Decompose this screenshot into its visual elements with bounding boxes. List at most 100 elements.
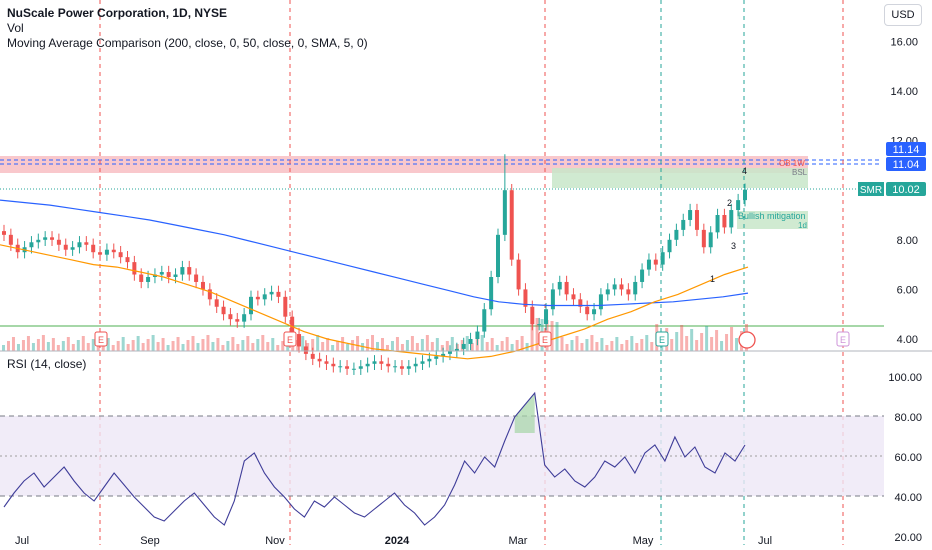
volume-bar	[181, 344, 185, 351]
volume-bar	[151, 335, 155, 351]
rsi-axis-label: 80.00	[894, 412, 922, 424]
volume-bar	[106, 338, 110, 351]
candle-body	[214, 299, 219, 307]
volume-bar	[341, 337, 345, 351]
rsi-axis-label: 60.00	[894, 452, 922, 464]
volume-bar	[2, 345, 5, 351]
volume-bar	[276, 345, 280, 351]
candle-body	[441, 353, 446, 357]
candle-body	[200, 281, 205, 290]
volume-bar	[211, 342, 215, 351]
candle-body	[653, 259, 658, 265]
wave-label-2: 2	[727, 198, 732, 208]
candle-body	[98, 252, 103, 255]
candle-body	[447, 351, 452, 354]
volume-bar	[31, 343, 35, 351]
volume-bar	[425, 335, 429, 351]
candle-body	[667, 239, 672, 253]
volume-bar	[316, 335, 320, 351]
candle-body	[166, 272, 171, 277]
candle-body	[249, 296, 253, 315]
volume-bar	[440, 345, 444, 351]
volume-bar	[380, 338, 384, 351]
x-axis-label: Mar	[509, 535, 528, 547]
candle-body	[8, 234, 13, 245]
ma200-line	[0, 199, 749, 307]
candle-body	[207, 289, 212, 300]
candle-body	[708, 232, 713, 248]
volume-bar	[410, 336, 414, 351]
volume-bar	[301, 336, 305, 351]
volume-bar	[351, 340, 355, 351]
price-tag	[886, 182, 926, 196]
volume-bar	[41, 335, 45, 351]
candle-body	[180, 267, 185, 275]
candle-body	[420, 361, 425, 364]
x-axis-label: Sep	[140, 535, 160, 547]
price-axis-label: 8.00	[897, 235, 918, 247]
candle-body	[70, 247, 75, 250]
candle-body	[29, 242, 34, 248]
volume-bar	[126, 344, 130, 351]
volume-bar	[116, 341, 120, 351]
volume-bar	[36, 339, 40, 351]
wave-label-1: 1	[710, 274, 715, 284]
earnings-marker-label: E	[840, 335, 846, 345]
volume-bar	[470, 343, 474, 351]
volume-bar	[76, 340, 80, 351]
candle-body	[139, 274, 144, 282]
candle-body	[633, 281, 638, 295]
candle-body	[283, 296, 288, 317]
volume-bar	[121, 337, 125, 351]
candle-body	[701, 229, 706, 248]
candle-body	[379, 361, 384, 364]
price-axis-label: 16.00	[890, 36, 918, 48]
ob-label: OB 1W	[779, 159, 805, 168]
volume-bar	[400, 344, 404, 351]
candle-body	[365, 363, 370, 367]
volume-bar	[131, 340, 135, 351]
volume-bar	[680, 325, 684, 351]
currency-button[interactable]: USD	[884, 4, 922, 26]
x-axis-label: Jul	[758, 535, 772, 547]
candle-body	[736, 200, 741, 211]
candle-body	[557, 281, 562, 290]
volume-bar	[221, 345, 225, 351]
volume-bar	[735, 338, 739, 351]
volume-bar	[321, 342, 325, 351]
volume-bar	[705, 326, 709, 351]
candle-body	[571, 294, 576, 300]
volume-bar	[435, 338, 439, 351]
candle-body	[393, 366, 398, 368]
volume-bar	[236, 344, 240, 351]
candle-body	[310, 353, 315, 359]
candle-body	[104, 249, 109, 255]
volume-bar	[555, 322, 559, 351]
volume-bar	[346, 344, 350, 351]
volume-bar	[420, 339, 424, 351]
candle-body	[715, 215, 720, 233]
candle-body	[173, 274, 178, 277]
earnings-marker	[655, 331, 669, 347]
volume-bar	[141, 343, 145, 351]
volume-bar	[336, 341, 340, 351]
candle-body	[303, 346, 308, 354]
ma-indicator-label: Moving Average Comparison (200, close, 0…	[7, 36, 368, 50]
volume-bar	[610, 341, 614, 351]
volume-bar	[331, 345, 335, 351]
candle-body	[43, 237, 48, 240]
volume-bar	[171, 341, 175, 351]
volume-bar	[595, 342, 599, 351]
price-axis-label: 6.00	[897, 284, 918, 296]
candle-body	[578, 299, 583, 307]
rsi-line	[3, 391, 746, 526]
volume-bar	[385, 345, 389, 351]
candle-body	[413, 363, 418, 367]
candle-body	[152, 274, 157, 277]
price-tag-label: 11.14	[893, 144, 920, 156]
volume-bar	[46, 342, 50, 351]
mitigation-label: Bullish mitigation	[738, 211, 806, 221]
candle-body	[159, 272, 164, 275]
candle-body	[489, 277, 494, 310]
